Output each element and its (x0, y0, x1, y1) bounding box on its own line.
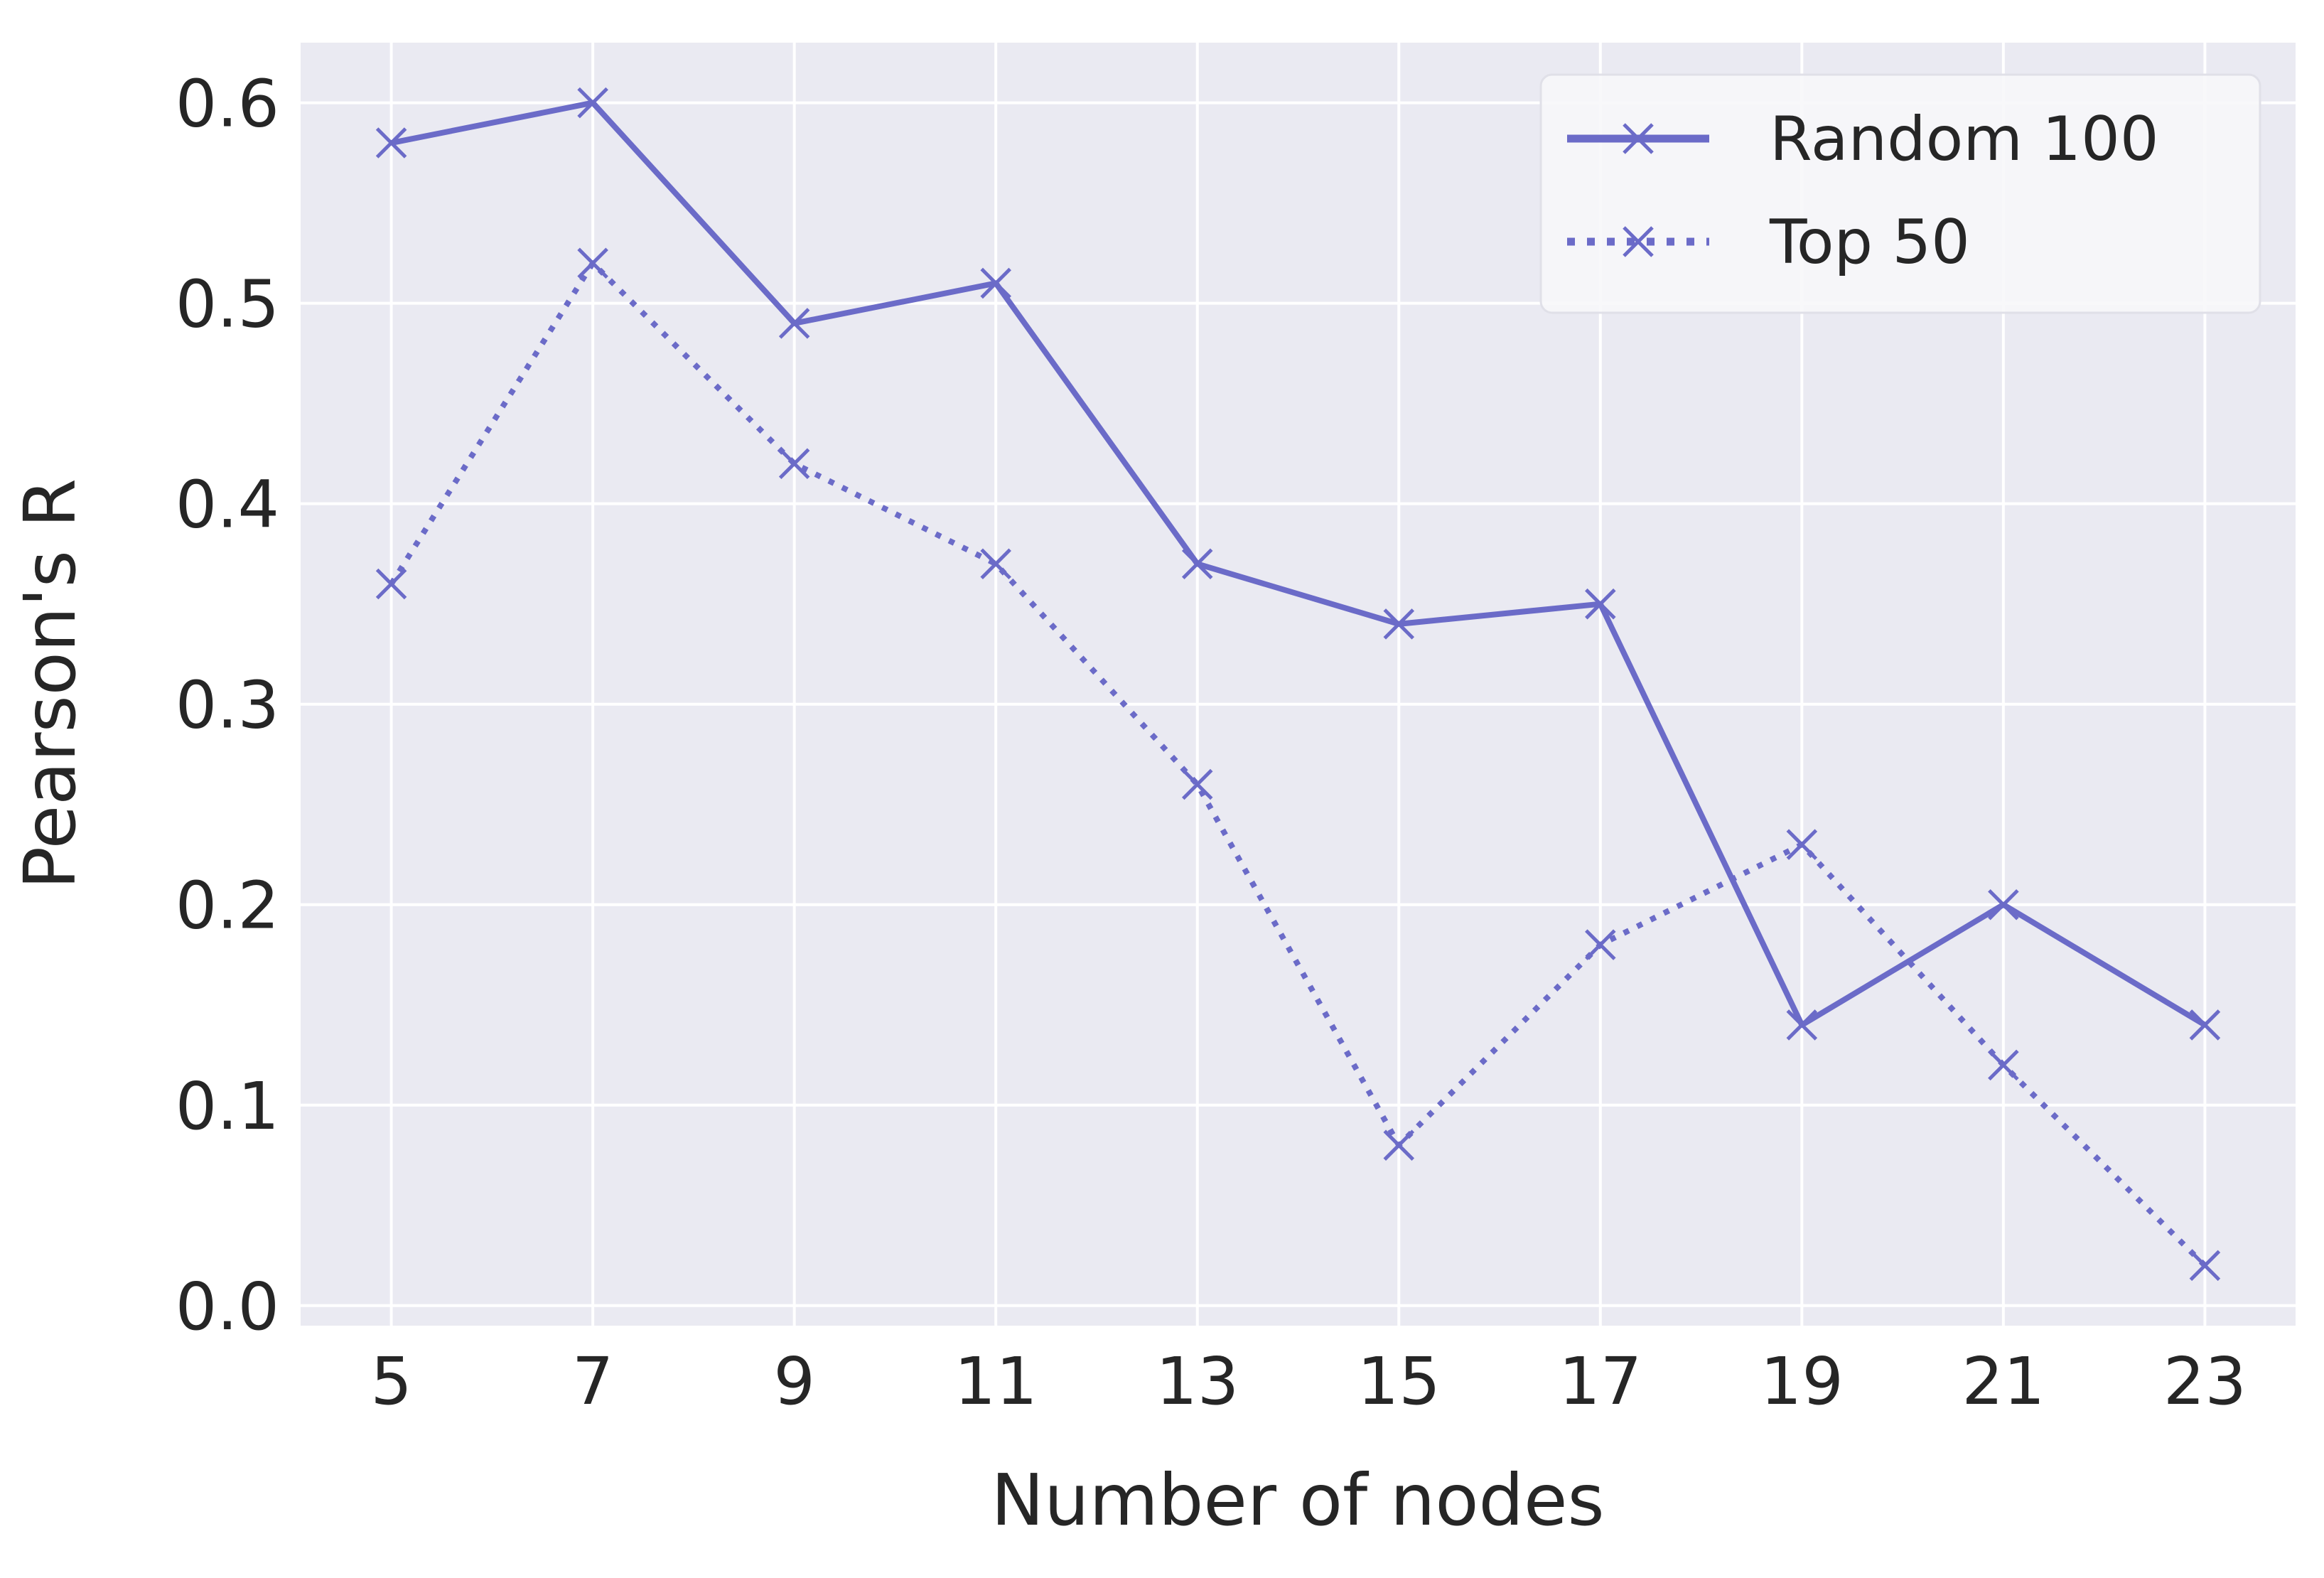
legend-item: Random 100 (1567, 104, 2159, 175)
data-point-marker (1181, 768, 1213, 800)
x-tick-label: 5 (370, 1343, 412, 1419)
x-tick-label: 13 (1156, 1343, 1239, 1419)
y-tick-label: 0.6 (176, 66, 279, 142)
data-point-marker (1181, 548, 1213, 580)
data-point-marker (2189, 1009, 2221, 1041)
legend-box (1539, 73, 2261, 314)
data-point-marker (577, 87, 608, 119)
data-point-marker (980, 267, 1011, 299)
data-point-marker (1383, 1129, 1415, 1161)
x-tick-label: 7 (572, 1343, 614, 1419)
data-point-marker (1585, 929, 1616, 960)
series-line (390, 100, 2207, 1028)
data-point-marker (980, 548, 1011, 580)
data-point-marker (2189, 1250, 2221, 1282)
data-point-marker (375, 127, 407, 159)
y-tick-label: 0.4 (176, 467, 279, 543)
y-tick-label: 0.5 (176, 267, 279, 343)
series-random-100 (375, 87, 2221, 1041)
data-point-marker (375, 568, 407, 600)
y-tick-label: 0.1 (176, 1068, 279, 1144)
data-point-marker (1988, 1049, 2019, 1081)
series-layer (375, 87, 2221, 1282)
x-tick-label: 15 (1357, 1343, 1441, 1419)
x-tick-label: 17 (1559, 1343, 1642, 1419)
data-point-marker (1786, 1009, 1818, 1041)
y-tick-label: 0.3 (176, 667, 279, 744)
x-tick-label: 11 (954, 1343, 1038, 1419)
y-tick-label: 0.2 (176, 868, 279, 944)
legend-item: Top 50 (1567, 207, 1970, 278)
x-tick-label: 19 (1760, 1343, 1844, 1419)
x-axis-label: Number of nodes (991, 1459, 1604, 1542)
x-tick-label: 23 (2163, 1343, 2247, 1419)
tick-labels: 5 7 9 11 13 15 17 19 21 23 0.0 0.1 0.2 0.3 0.4 0.5 0.6 (176, 66, 2247, 1419)
legend: Random 100 Top 50 (1539, 73, 2261, 314)
data-point-marker (577, 247, 608, 279)
legend-label: Random 100 (1770, 104, 2159, 175)
x-tick-label: 21 (1962, 1343, 2045, 1419)
y-tick-label: 0.0 (176, 1269, 279, 1345)
y-axis-label: Pearson's R (9, 478, 92, 889)
data-point-marker (778, 308, 810, 339)
data-point-marker (778, 448, 810, 480)
data-point-marker (1585, 588, 1616, 620)
legend-marker (1623, 123, 1654, 154)
legend-label: Top 50 (1769, 207, 1970, 278)
data-point-marker (1786, 829, 1818, 860)
x-tick-label: 9 (773, 1343, 815, 1419)
data-point-marker (1383, 608, 1415, 640)
data-point-marker (1988, 889, 2019, 920)
series-line (389, 260, 2207, 1268)
legend-marker (1623, 226, 1654, 257)
series-top-50 (375, 247, 2221, 1282)
